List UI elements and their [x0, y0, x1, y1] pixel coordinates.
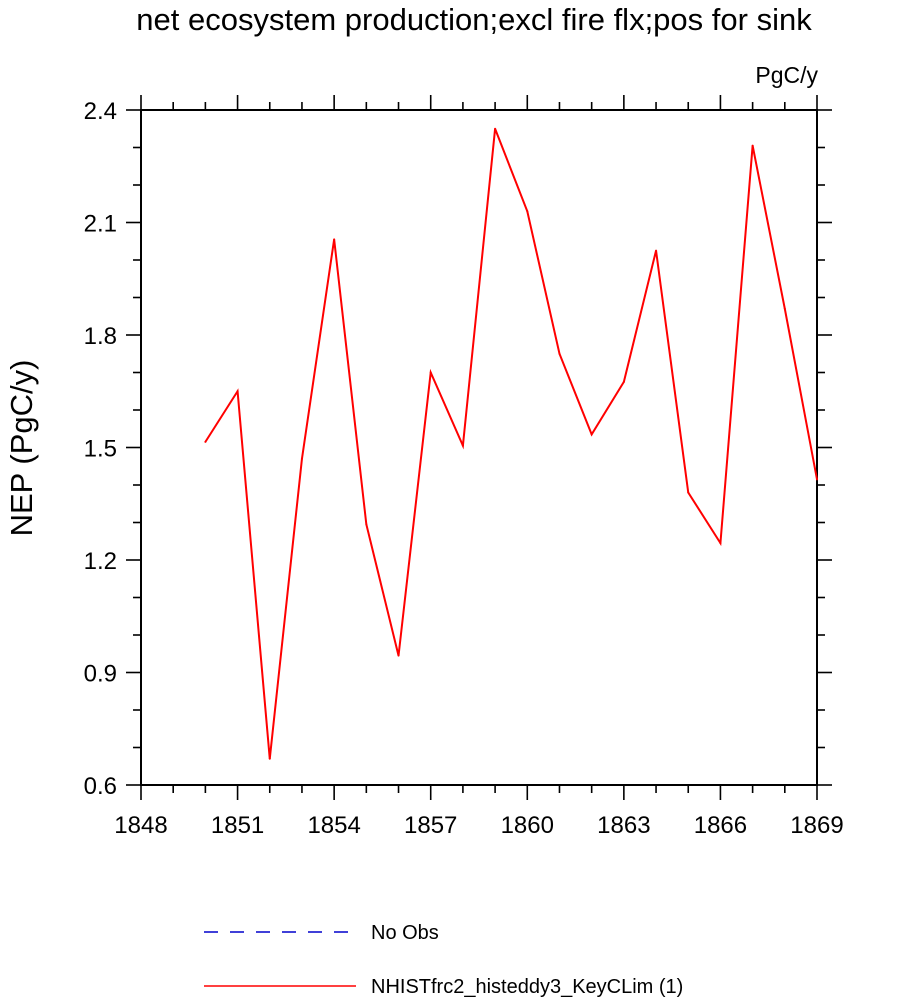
x-tick-label: 1854: [307, 812, 360, 839]
y-tick-label: 0.6: [84, 773, 117, 800]
y-tick-label: 1.8: [84, 323, 117, 350]
data-point: [236, 390, 239, 393]
data-point: [333, 238, 336, 241]
data-point: [783, 307, 786, 310]
data-point: [590, 433, 593, 436]
data-point: [204, 440, 207, 443]
series-line: [204, 128, 818, 759]
y-tick-label: 1.5: [84, 436, 117, 463]
data-point: [751, 144, 754, 147]
series-layer: [204, 127, 818, 760]
data-point: [494, 127, 497, 130]
legend: No Obs NHISTfrc2_histeddy3_KeyCLim (1): [204, 922, 683, 998]
data-point: [558, 352, 561, 355]
chart-title: net ecosystem production;excl fire flx;p…: [136, 2, 812, 37]
x-tick-label: 1860: [501, 812, 554, 839]
data-point: [300, 457, 303, 460]
x-tick-label: 1869: [790, 812, 843, 839]
x-tick-label: 1863: [597, 812, 650, 839]
data-point: [655, 249, 658, 252]
data-point: [365, 523, 368, 526]
data-point: [622, 380, 625, 383]
legend-label: NHISTfrc2_histeddy3_KeyCLim (1): [371, 976, 683, 998]
data-point: [461, 444, 464, 447]
legend-label: No Obs: [371, 922, 439, 944]
y-axis-ticks: 0.6 0.9 1.2 1.5 1.8 2.1 2.4: [84, 98, 832, 800]
data-point: [816, 478, 818, 481]
x-tick-label: 1848: [114, 812, 167, 839]
x-tick-label: 1851: [211, 812, 264, 839]
y-tick-label: 2.1: [84, 211, 117, 238]
y-axis-label: NEP (PgC/y): [4, 360, 39, 537]
units-label: PgC/y: [755, 62, 818, 88]
y-tick-label: 0.9: [84, 661, 117, 688]
data-point: [268, 757, 271, 760]
data-point: [397, 654, 400, 657]
y-tick-label: 2.4: [84, 98, 117, 125]
y-tick-label: 1.2: [84, 548, 117, 575]
data-point: [429, 371, 432, 374]
data-point: [687, 491, 690, 494]
x-tick-label: 1866: [694, 812, 747, 839]
x-tick-label: 1857: [404, 812, 457, 839]
data-point: [526, 210, 529, 213]
x-axis-ticks: 1848 1851 1854 1857 1860 1863 1866 1869: [114, 95, 844, 839]
data-point: [719, 542, 722, 545]
